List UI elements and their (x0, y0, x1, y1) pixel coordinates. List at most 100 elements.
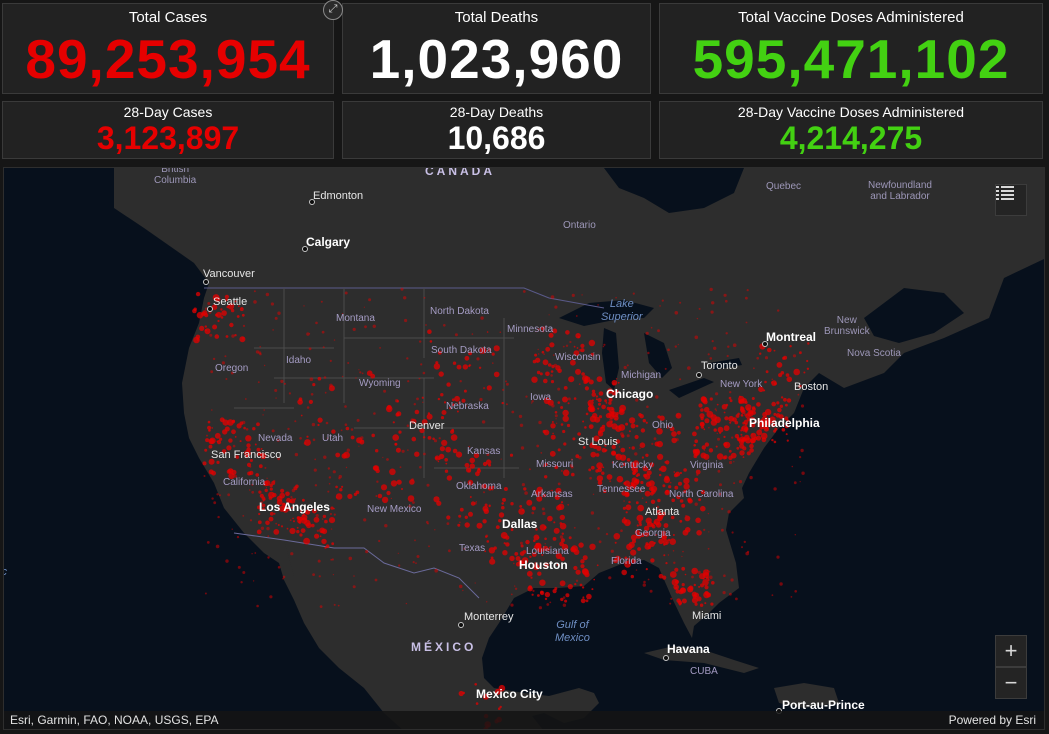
case-bubble (658, 468, 662, 471)
case-bubble (683, 489, 687, 494)
state-label-utah: Utah (322, 433, 344, 444)
case-bubble (414, 451, 420, 457)
powered-by-esri[interactable]: Powered by Esri (948, 713, 1036, 727)
case-bubble (265, 292, 270, 297)
case-bubble (604, 444, 607, 447)
case-bubble (362, 439, 365, 442)
case-bubble (254, 443, 257, 446)
case-bubble (717, 437, 720, 441)
case-bubble (708, 448, 714, 453)
legend-list-icon[interactable] (995, 184, 1027, 216)
case-bubble (582, 555, 588, 561)
case-bubble (756, 402, 761, 407)
state-borders (204, 287, 605, 599)
case-bubble (328, 476, 332, 479)
case-bubble (784, 424, 789, 429)
case-bubble (707, 547, 710, 550)
case-bubble (771, 594, 774, 597)
case-bubble (698, 585, 701, 588)
case-bubble (704, 442, 710, 447)
case-bubble (575, 569, 581, 575)
case-bubble (406, 357, 409, 360)
case-bubble (219, 437, 223, 441)
case-bubble (231, 429, 236, 435)
case-bubble (494, 688, 501, 695)
zoom-in-button[interactable]: + (995, 635, 1027, 667)
case-bubble (703, 449, 706, 451)
case-bubble (693, 583, 696, 587)
total-vaccine-label: Total Vaccine Doses Administered (738, 9, 964, 26)
case-bubble (493, 345, 500, 352)
case-bubble (487, 486, 493, 491)
city-dot (458, 622, 464, 628)
case-bubble (248, 489, 251, 491)
case-bubble (249, 519, 253, 522)
state-label-new-york: New York (720, 379, 763, 390)
case-bubble (460, 481, 462, 483)
case-bubble (202, 310, 208, 316)
case-bubble (750, 423, 756, 428)
case-bubble (224, 355, 227, 358)
case-bubble (728, 449, 732, 453)
case-bubble (558, 556, 561, 559)
case-bubble (687, 586, 694, 593)
case-bubble (219, 494, 221, 497)
case-bubble (421, 419, 428, 425)
case-bubble (509, 555, 515, 562)
case-bubble (656, 428, 663, 435)
case-bubble (382, 456, 384, 459)
case-bubble (694, 439, 698, 444)
case-bubble (264, 466, 267, 469)
case-bubble (325, 421, 329, 425)
case-bubble (236, 423, 242, 429)
case-bubble (287, 427, 290, 431)
case-bubble (533, 539, 536, 542)
case-bubble (750, 416, 754, 421)
case-bubble (568, 376, 575, 383)
case-bubble (646, 470, 652, 476)
expand-icon[interactable]: ⤢ (323, 0, 343, 20)
case-bubble (640, 428, 646, 433)
case-bubble (225, 559, 229, 563)
case-bubble (538, 353, 540, 355)
case-bubble (474, 683, 478, 686)
case-bubble (437, 397, 441, 401)
case-bubble (599, 426, 606, 433)
case-bubble (731, 436, 734, 439)
city-label-miami: Miami (692, 610, 722, 622)
case-bubble (661, 299, 664, 302)
case-bubble (605, 532, 609, 536)
case-bubble (723, 293, 727, 297)
case-bubble (360, 436, 364, 440)
case-bubble (544, 537, 547, 541)
case-bubble (518, 414, 523, 419)
case-bubble (312, 508, 317, 514)
case-bubble (595, 453, 600, 457)
case-bubble (552, 432, 554, 435)
city-dot (203, 279, 209, 285)
case-bubble (286, 527, 289, 530)
case-bubble (548, 546, 551, 549)
case-bubble (485, 459, 492, 465)
case-bubble (438, 437, 441, 440)
vaccine-28day-label: 28-Day Vaccine Doses Administered (737, 104, 965, 120)
case-bubble (640, 533, 645, 538)
case-bubble (598, 415, 603, 419)
case-bubble (361, 372, 364, 375)
case-bubble (335, 485, 338, 489)
covid-map[interactable]: CANADA MÉXICO CUBA British Columbia Onta… (3, 167, 1045, 730)
case-bubble (381, 496, 389, 504)
zoom-out-button[interactable]: − (995, 667, 1027, 699)
case-bubbles-layer (192, 287, 810, 729)
case-bubble (229, 322, 234, 328)
case-bubble (428, 545, 430, 548)
case-bubble (277, 566, 281, 569)
case-bubble (560, 597, 564, 602)
case-bubble (634, 434, 639, 440)
case-bubble (538, 606, 543, 610)
case-bubble (266, 526, 270, 531)
case-bubble (588, 379, 594, 385)
case-bubble (481, 420, 486, 424)
city-dot (207, 306, 213, 312)
case-bubble (616, 475, 624, 483)
